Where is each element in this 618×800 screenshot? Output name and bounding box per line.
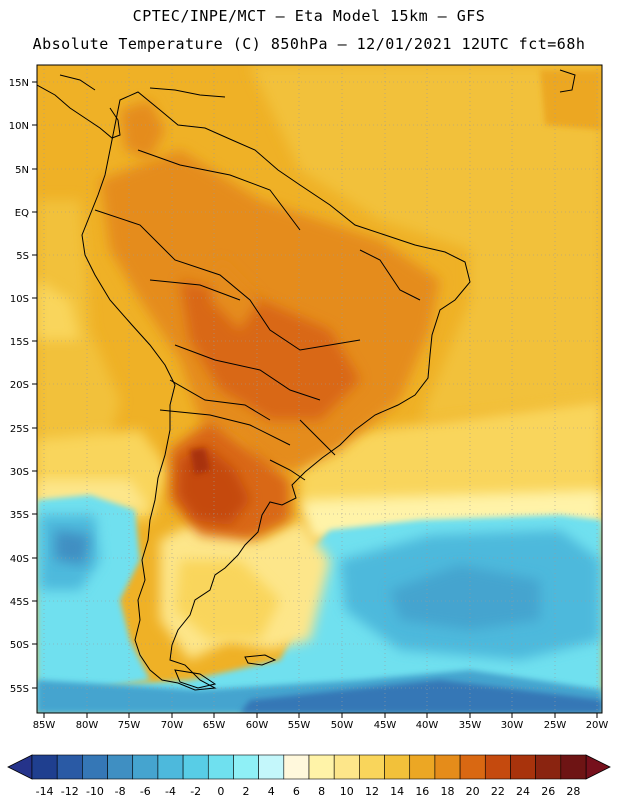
chart-title: CPTEC/INPE/MCT — Eta Model 15km — GFS: [132, 7, 486, 25]
colorbar-swatch: [434, 754, 461, 780]
lat-label: EQ: [15, 208, 29, 219]
lon-label: 45W: [374, 720, 397, 731]
colorbar-swatch: [535, 754, 562, 780]
colorbar-label: 0: [217, 785, 224, 798]
colorbar-swatch: [182, 754, 209, 780]
colorbar-label: -2: [190, 785, 201, 798]
colorbar-swatch: [409, 754, 436, 780]
colorbar-swatch: [233, 754, 259, 780]
lon-label: 20W: [586, 720, 609, 731]
lon-label: 70W: [161, 720, 184, 731]
colorbar-label: 26: [541, 785, 555, 798]
lat-label: 5S: [16, 251, 29, 262]
colorbar-high-arrow: [585, 754, 611, 780]
colorbar-label: 14: [390, 785, 404, 798]
colorbar-label: -6: [140, 785, 151, 798]
colorbar-label: 10: [340, 785, 354, 798]
colorbar-label: 28: [566, 785, 580, 798]
colorbar-swatch: [207, 754, 234, 780]
colorbar-swatch: [359, 754, 385, 780]
lon-label: 50W: [331, 720, 354, 731]
colorbar-label: 12: [365, 785, 379, 798]
lon-label: 25W: [544, 720, 567, 731]
lat-label: 35S: [10, 510, 29, 521]
colorbar-swatch: [308, 754, 335, 780]
lat-label: 25S: [10, 424, 29, 435]
colorbar-label: 4: [268, 785, 275, 798]
colorbar-swatch: [510, 754, 536, 780]
lat-label: 40S: [10, 554, 29, 565]
lon-label: 80W: [76, 720, 99, 731]
lon-label: 85W: [33, 720, 56, 731]
lat-label: 10N: [9, 121, 29, 132]
lon-label: 75W: [118, 720, 141, 731]
colorbar-swatch: [31, 754, 58, 780]
colorbar-label: 24: [516, 785, 530, 798]
lat-label: 5N: [15, 165, 29, 176]
colorbar-label: -4: [165, 785, 176, 798]
colorbar-swatch: [82, 754, 108, 780]
colorbar-label: 22: [491, 785, 505, 798]
temperature-field: [37, 65, 602, 713]
chart-subtitle: Absolute Temperature (C) 850hPa — 12/01/…: [32, 35, 586, 53]
colorbar-low-arrow: [7, 754, 33, 780]
lat-label: 15N: [9, 78, 29, 89]
colorbar-swatch: [107, 754, 134, 780]
colorbar-label: 8: [318, 785, 325, 798]
map-frame: [36, 64, 603, 714]
lon-label: 30W: [501, 720, 524, 731]
colorbar-swatch: [283, 754, 310, 780]
lat-label: 30S: [10, 467, 29, 478]
colorbar-label: -10: [86, 785, 104, 798]
latitude-axis: 15N 10N 5N EQ 5S 10S 15S 20S 25S 30S 35S…: [9, 78, 37, 695]
colorbar-label: 20: [466, 785, 480, 798]
colorbar: -14 -12 -10 -8 -6 -4 -2 0 2 4 6 8 10 12 14 16 18 20 22 24 26…: [7, 754, 611, 798]
longitude-axis: 85W 80W 75W 70W 65W 60W 55W 50W 45W 40W …: [33, 713, 609, 731]
lat-label: 45S: [10, 597, 29, 608]
colorbar-label: -12: [61, 785, 79, 798]
graticule: [37, 65, 602, 713]
colorbar-label: -8: [115, 785, 126, 798]
lat-label: 10S: [10, 294, 29, 305]
colorbar-label: 2: [243, 785, 250, 798]
colorbar-label: 16: [415, 785, 429, 798]
colorbar-swatch: [258, 754, 285, 780]
lon-label: 40W: [416, 720, 439, 731]
colorbar-swatch: [132, 754, 159, 780]
lon-label: 65W: [203, 720, 226, 731]
lon-label: 55W: [288, 720, 311, 731]
colorbar-swatch: [484, 754, 511, 780]
colorbar-swatch: [157, 754, 184, 780]
coastlines: [37, 69, 576, 691]
colorbar-swatch: [560, 754, 587, 780]
colorbar-label: 6: [293, 785, 300, 798]
lat-label: 15S: [10, 337, 29, 348]
colorbar-label: 18: [441, 785, 455, 798]
colorbar-swatch: [459, 754, 486, 780]
colorbar-swatch: [384, 754, 411, 780]
lat-label: 55S: [10, 684, 29, 695]
colorbar-swatch: [333, 754, 360, 780]
lat-label: 20S: [10, 380, 29, 391]
colorbar-swatch: [56, 754, 83, 780]
lon-label: 35W: [459, 720, 482, 731]
lat-label: 50S: [10, 640, 29, 651]
colorbar-label: -14: [36, 785, 54, 798]
lon-label: 60W: [246, 720, 269, 731]
